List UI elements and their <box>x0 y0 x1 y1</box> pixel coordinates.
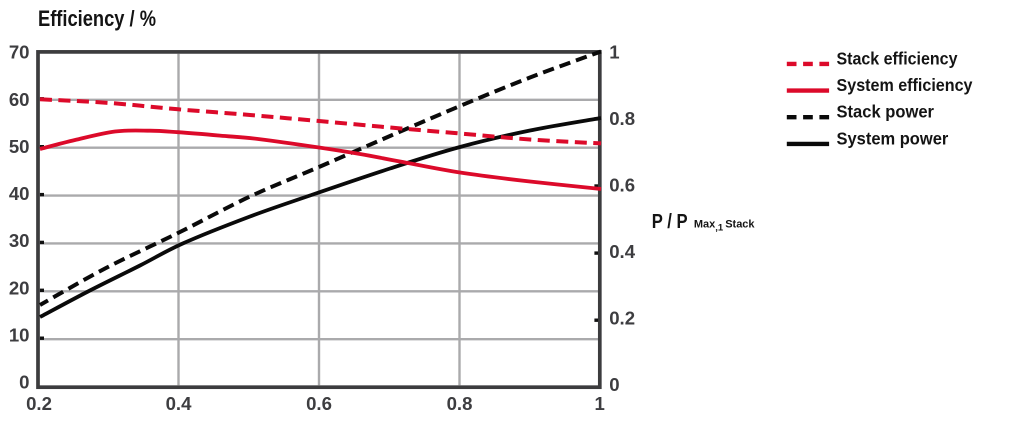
svg-text:0.4: 0.4 <box>609 241 636 262</box>
svg-text:20: 20 <box>9 277 30 298</box>
svg-text:0.6: 0.6 <box>306 393 332 414</box>
svg-text:70: 70 <box>9 42 30 63</box>
svg-text:0.8: 0.8 <box>447 393 473 414</box>
svg-text:1: 1 <box>609 41 619 62</box>
svg-text:30: 30 <box>9 230 30 251</box>
svg-text:1: 1 <box>595 393 605 414</box>
svg-text:Stack efficiency: Stack efficiency <box>837 48 958 68</box>
svg-text:0.6: 0.6 <box>609 175 635 196</box>
svg-text:0.4: 0.4 <box>166 393 193 414</box>
svg-text:40: 40 <box>9 183 30 204</box>
svg-text:Stack: Stack <box>725 218 755 230</box>
svg-text:10: 10 <box>9 324 30 345</box>
svg-text:0.2: 0.2 <box>609 308 635 329</box>
svg-text:System power: System power <box>837 128 949 148</box>
svg-text:,1: ,1 <box>715 222 724 233</box>
svg-text:Efficiency / %: Efficiency / % <box>38 6 156 31</box>
svg-text:50: 50 <box>9 136 30 157</box>
svg-text:Stack power: Stack power <box>837 102 935 122</box>
svg-text:60: 60 <box>9 89 30 110</box>
svg-text:Max: Max <box>694 218 716 230</box>
svg-text:P / P: P / P <box>652 211 688 233</box>
svg-text:System efficiency: System efficiency <box>837 75 973 95</box>
svg-text:0.8: 0.8 <box>609 108 635 129</box>
svg-text:0: 0 <box>609 374 619 395</box>
svg-text:0.2: 0.2 <box>26 393 52 414</box>
svg-text:0: 0 <box>19 372 29 393</box>
